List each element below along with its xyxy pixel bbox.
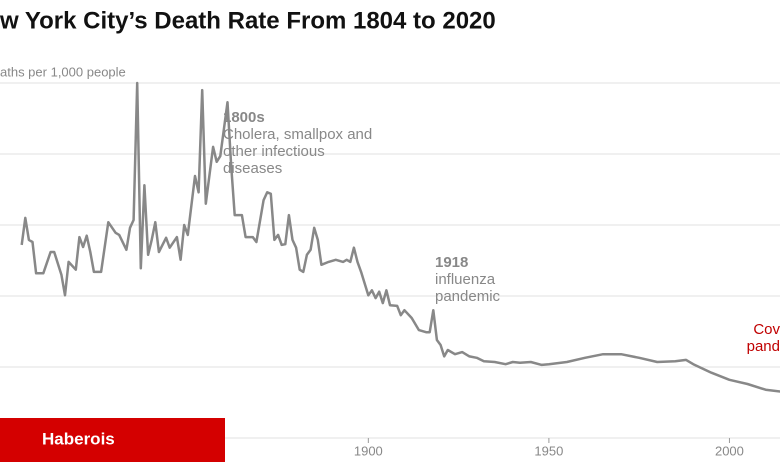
banner: [0, 418, 225, 462]
annotation-text: diseases: [223, 160, 282, 177]
chart-title: w York City’s Death Rate From 1804 to 20…: [0, 7, 496, 34]
annotation-text: Cov: [753, 321, 780, 338]
x-tick-label: 1900: [354, 443, 383, 458]
annotation-text: influenza: [435, 271, 496, 288]
annotation-text: pandemic: [435, 288, 501, 305]
x-tick-label: 2000: [715, 443, 744, 458]
annotation-text: other infectious: [223, 143, 325, 160]
annotation-text: Cholera, smallpox and: [223, 126, 372, 143]
banner-text: Haberois: [42, 429, 115, 448]
annotation-text: pand: [747, 338, 780, 355]
annotation-head: 1918: [435, 254, 468, 271]
data-line: [20, 81, 780, 393]
annotation-head: 1800s: [223, 109, 265, 126]
x-tick-label: 1950: [534, 443, 563, 458]
y-axis-label: aths per 1,000 people: [0, 64, 126, 79]
